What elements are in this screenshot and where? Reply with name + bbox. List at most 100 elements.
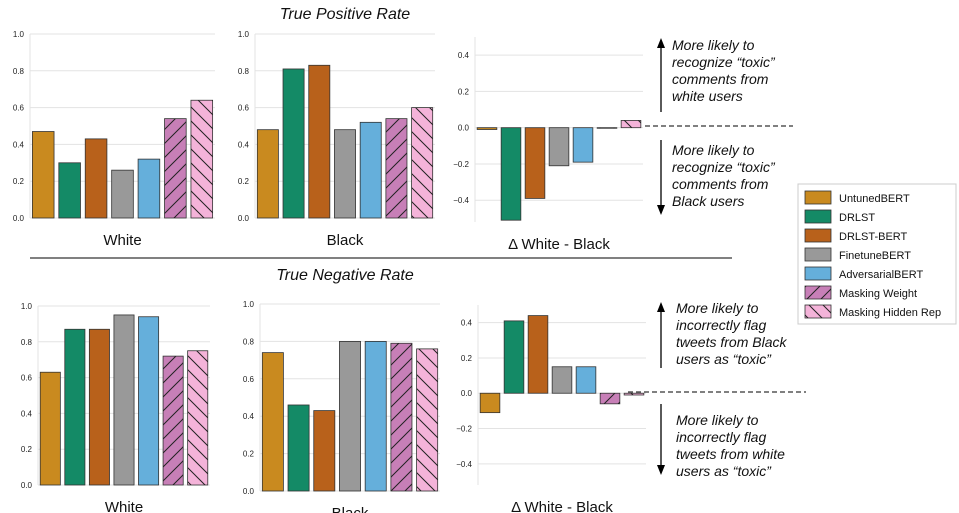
bar-drlst-bert (84, 138, 108, 219)
bar-hatch (416, 348, 438, 491)
bar-finetunebert (334, 129, 356, 219)
tnr-section-title: True Negative Rate (276, 267, 414, 284)
bar-hatch (411, 107, 433, 218)
y-tick-label: 0.2 (21, 445, 33, 454)
y-tick-label: 0.4 (458, 51, 470, 60)
legend-swatch (804, 266, 832, 281)
legend-items: UntunedBERT DRLST DRLST-BERT FinetuneBERT Ad… (804, 190, 941, 319)
x-axis-label: White (103, 232, 141, 249)
y-tick-label: −0.4 (453, 196, 469, 205)
chart-4: 0.0 0.2 0.4 0.6 0.8 1.0 Black (243, 300, 440, 513)
legend-swatch (804, 209, 832, 224)
bar-untunedbert (31, 131, 55, 219)
bar-adversarialbert (359, 121, 382, 219)
y-tick-label: 0.4 (243, 412, 255, 421)
bar-drlst (503, 320, 525, 394)
y-tick-label: 0.2 (458, 87, 470, 96)
bar-drlst (500, 127, 522, 221)
y-tick-label: 1.0 (243, 300, 255, 309)
bar-untunedbert (476, 127, 498, 130)
bar-adversarialbert (364, 340, 387, 492)
arrowhead-up-bottom (657, 302, 665, 312)
y-tick-label: 0.6 (243, 375, 255, 384)
legend-label: Masking Weight (839, 288, 917, 300)
bar-adversarialbert (575, 366, 597, 394)
legend-label: UntunedBERT (839, 193, 910, 205)
legend-swatch (804, 228, 832, 243)
x-axis-label: Δ White - Black (511, 499, 613, 513)
bar-untunedbert (479, 392, 501, 414)
bar-hatch (621, 120, 641, 128)
bar-finetunebert (113, 314, 135, 486)
y-tick-label: 0.4 (21, 409, 33, 418)
y-tick-label: 0.8 (21, 338, 33, 347)
bar-hatch (600, 393, 620, 404)
bar-hatch (190, 100, 213, 218)
legend-swatch-hatch (805, 305, 831, 318)
y-tick-label: 0.6 (13, 104, 25, 113)
legend-swatch (804, 190, 832, 205)
bar-drlst (282, 68, 305, 219)
bar-drlst-bert (524, 127, 546, 199)
legend-label: AdversarialBERT (839, 269, 923, 281)
bar-hatch (187, 350, 208, 485)
y-tick-label: 0.0 (461, 389, 473, 398)
chart-3: 0.0 0.2 0.4 0.6 0.8 1.0 White (21, 302, 210, 513)
y-tick-label: 0.4 (461, 319, 473, 328)
bar-untunedbert (261, 352, 284, 492)
y-tick-label: 1.0 (238, 30, 250, 39)
y-tick-label: 1.0 (21, 302, 33, 311)
y-tick-label: 0.2 (238, 177, 250, 186)
legend-swatch-hatch (805, 286, 831, 299)
bar-untunedbert (39, 371, 61, 486)
bar-drlst-bert (308, 64, 331, 219)
bar-drlst (64, 328, 86, 486)
bar-adversarialbert (572, 127, 594, 163)
y-tick-label: −0.2 (456, 425, 472, 434)
bar-drlst-bert (313, 410, 336, 492)
bar-adversarialbert (137, 158, 161, 219)
y-tick-label: 0.6 (21, 374, 33, 383)
x-axis-label: Δ White - Black (508, 236, 610, 253)
legend-label: FinetuneBERT (839, 250, 911, 262)
chart-5: −0.4 −0.2 0.0 0.2 0.4 Δ White - Black (456, 305, 646, 513)
y-tick-label: 0.0 (13, 214, 25, 223)
arrowhead-up-top (657, 38, 665, 48)
tpr-section-title: True Positive Rate (280, 6, 411, 23)
y-tick-label: −0.2 (453, 160, 469, 169)
bar-drlst-bert (88, 328, 110, 486)
bar-finetunebert (551, 366, 573, 394)
y-tick-label: 0.6 (238, 104, 250, 113)
charts-group: 0.0 0.2 0.4 0.6 0.8 1.0 White 0.0 0.2 0.4 0.6 0.8 1.… (13, 30, 646, 513)
bar-drlst (58, 162, 81, 219)
y-tick-label: 0.2 (243, 450, 255, 459)
chart-0: 0.0 0.2 0.4 0.6 0.8 1.0 White (13, 30, 215, 249)
legend-label: DRLST-BERT (839, 231, 908, 243)
bar-hatch (624, 393, 644, 395)
y-tick-label: 0.0 (21, 481, 33, 490)
bar-hatch (164, 118, 187, 218)
y-tick-label: 0.4 (238, 140, 250, 149)
x-axis-label: Black (327, 232, 364, 249)
annotation-bottom-up: More likely to incorrectly flag tweets f… (676, 300, 790, 367)
bar-finetunebert (111, 169, 134, 219)
arrowhead-down-top (657, 205, 665, 215)
y-tick-label: 1.0 (13, 30, 25, 39)
annotation-top-up: More likely to recognize “toxic” comment… (672, 37, 779, 104)
bar-hatch (597, 127, 617, 129)
y-tick-label: 0.2 (461, 354, 473, 363)
bar-drlst (287, 404, 310, 492)
y-tick-label: 0.4 (13, 140, 25, 149)
bar-hatch (163, 356, 184, 485)
legend-label: DRLST (839, 212, 875, 224)
y-tick-label: 0.0 (458, 124, 470, 133)
bar-drlst-bert (527, 315, 549, 394)
annotation-bottom-down: More likely to incorrectly flag tweets f… (676, 412, 789, 479)
legend-swatch (804, 247, 832, 262)
y-tick-label: 0.8 (13, 67, 25, 76)
y-tick-label: 0.8 (243, 337, 255, 346)
y-tick-label: 0.0 (238, 214, 250, 223)
y-tick-label: 0.0 (243, 487, 255, 496)
annotation-arrows (628, 38, 806, 475)
